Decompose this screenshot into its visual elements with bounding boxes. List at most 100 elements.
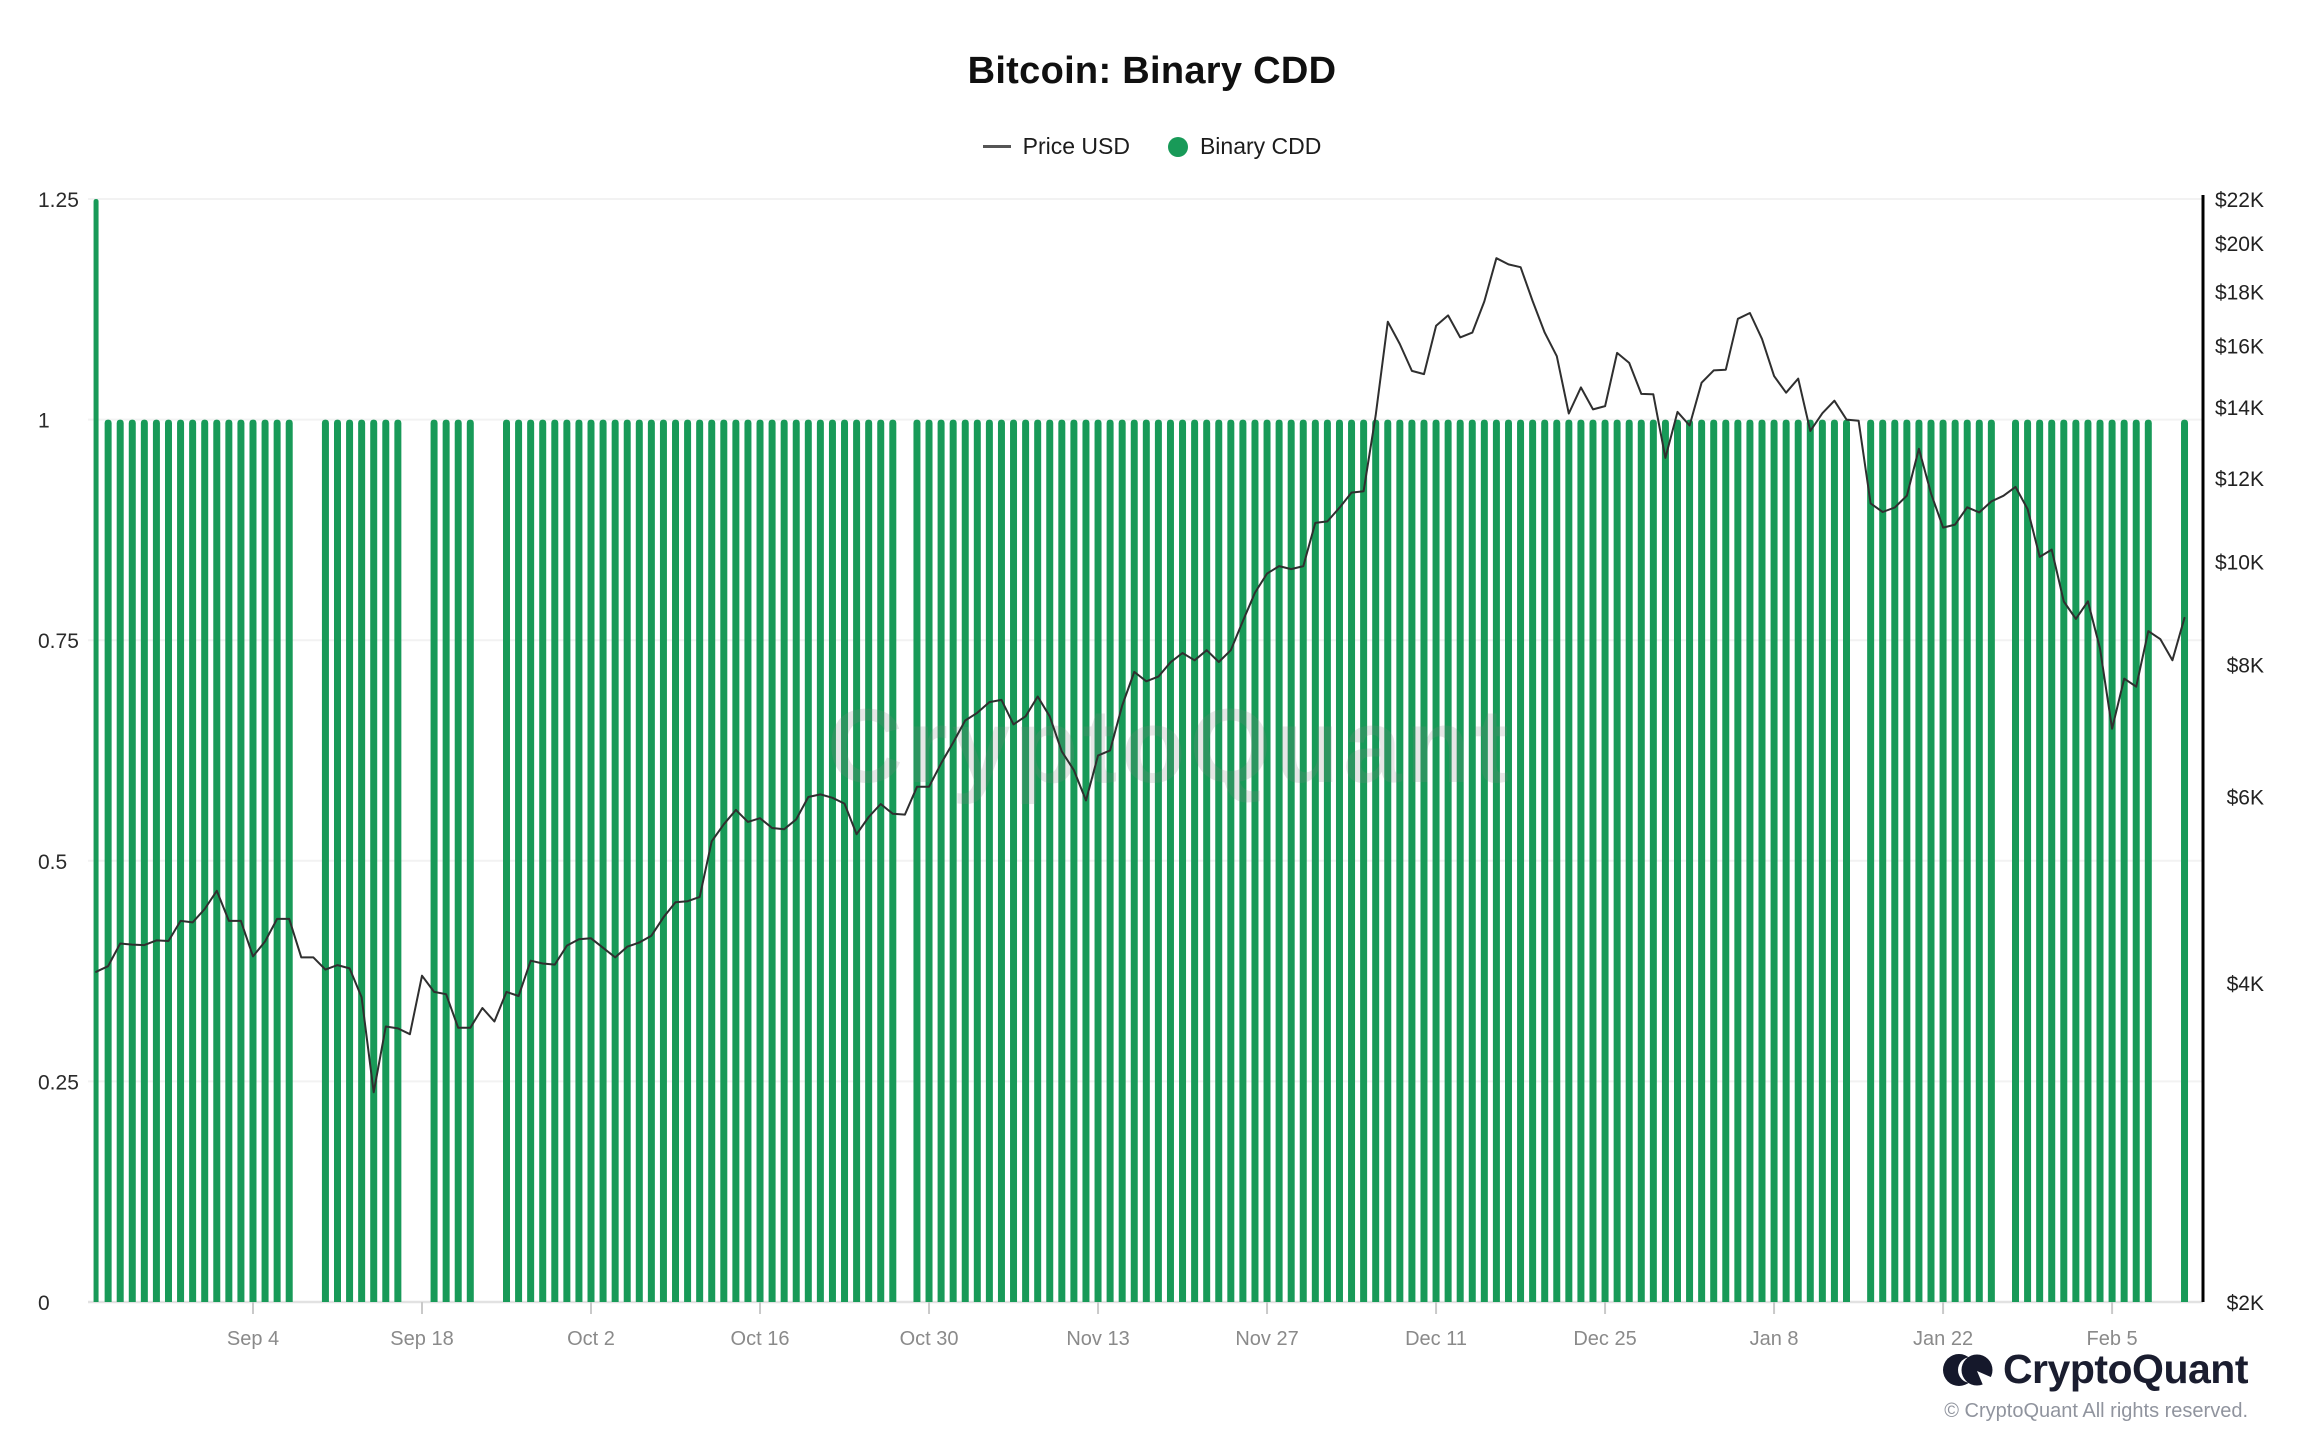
cdd-bar[interactable]	[2060, 419, 2068, 1303]
cdd-bar[interactable]	[1746, 419, 1754, 1303]
cdd-bar[interactable]	[599, 419, 607, 1303]
cdd-bar[interactable]	[1058, 419, 1066, 1303]
cdd-bar[interactable]	[1903, 419, 1911, 1303]
cdd-bar[interactable]	[1396, 419, 1404, 1303]
cdd-bar[interactable]	[1166, 419, 1174, 1303]
cdd-bar[interactable]	[1818, 419, 1826, 1303]
cdd-bar[interactable]	[1191, 419, 1199, 1303]
cdd-bar[interactable]	[1094, 419, 1102, 1303]
cdd-bar[interactable]	[1203, 419, 1211, 1303]
cdd-bar[interactable]	[865, 419, 873, 1303]
cdd-bar[interactable]	[841, 419, 849, 1303]
cdd-bar[interactable]	[1951, 419, 1959, 1303]
cdd-bar[interactable]	[732, 419, 740, 1303]
cdd-bar[interactable]	[828, 419, 836, 1303]
cdd-bar[interactable]	[152, 419, 160, 1303]
cdd-bar[interactable]	[1939, 419, 1947, 1303]
cdd-bar[interactable]	[1022, 419, 1030, 1303]
cdd-bar[interactable]	[2132, 419, 2140, 1303]
cdd-bar[interactable]	[273, 419, 281, 1303]
cdd-bar[interactable]	[140, 419, 148, 1303]
cdd-bar[interactable]	[1673, 419, 1681, 1303]
cdd-bar[interactable]	[2108, 419, 2116, 1303]
cdd-bar[interactable]	[237, 419, 245, 1303]
legend-item-cdd[interactable]: Binary CDD	[1167, 133, 1321, 160]
cdd-bar[interactable]	[358, 419, 366, 1303]
cdd-bar[interactable]	[1082, 419, 1090, 1303]
cdd-bar[interactable]	[1010, 419, 1018, 1303]
cdd-bar[interactable]	[128, 419, 136, 1303]
cdd-bar[interactable]	[2144, 419, 2152, 1303]
cdd-bar[interactable]	[708, 419, 716, 1303]
cdd-bar[interactable]	[1891, 419, 1899, 1303]
cdd-bar[interactable]	[1782, 419, 1790, 1303]
cdd-bar[interactable]	[1323, 419, 1331, 1303]
cdd-bar[interactable]	[382, 419, 390, 1303]
cdd-bar[interactable]	[1263, 419, 1271, 1303]
cdd-bar[interactable]	[1227, 419, 1235, 1303]
cdd-bar[interactable]	[1384, 419, 1392, 1303]
cdd-bar[interactable]	[1335, 419, 1343, 1303]
cdd-bar[interactable]	[1372, 419, 1380, 1303]
cdd-bar[interactable]	[1553, 419, 1561, 1303]
cdd-bar[interactable]	[1444, 419, 1452, 1303]
cdd-bar[interactable]	[1613, 419, 1621, 1303]
cdd-bar[interactable]	[1589, 419, 1597, 1303]
cdd-bar[interactable]	[515, 419, 523, 1303]
cdd-bar[interactable]	[2036, 419, 2044, 1303]
cdd-bar[interactable]	[442, 419, 450, 1303]
cdd-bar[interactable]	[527, 419, 535, 1303]
cdd-bar[interactable]	[285, 419, 293, 1303]
cdd-bar[interactable]	[2024, 419, 2032, 1303]
cdd-bar[interactable]	[2048, 419, 2056, 1303]
cdd-bar[interactable]	[1118, 419, 1126, 1303]
cdd-bar[interactable]	[1686, 419, 1694, 1303]
cdd-bar[interactable]	[1034, 419, 1042, 1303]
cdd-bar[interactable]	[1480, 419, 1488, 1303]
cdd-bar[interactable]	[780, 419, 788, 1303]
cdd-bar[interactable]	[1915, 419, 1923, 1303]
cdd-bar[interactable]	[539, 419, 547, 1303]
cdd-bar[interactable]	[346, 419, 354, 1303]
cdd-bar[interactable]	[201, 419, 209, 1303]
cdd-bar[interactable]	[1963, 419, 1971, 1303]
cdd-bar[interactable]	[1722, 419, 1730, 1303]
cdd-bar[interactable]	[973, 419, 981, 1303]
cdd-bar[interactable]	[1529, 419, 1537, 1303]
cdd-bar[interactable]	[1710, 419, 1718, 1303]
cdd-bar[interactable]	[466, 419, 474, 1303]
cdd-bar[interactable]	[1046, 419, 1054, 1303]
cdd-bar[interactable]	[937, 419, 945, 1303]
cdd-bar[interactable]	[2120, 419, 2128, 1303]
cdd-bar[interactable]	[961, 419, 969, 1303]
cdd-bar[interactable]	[1698, 419, 1706, 1303]
cdd-bar[interactable]	[1770, 419, 1778, 1303]
cdd-bar[interactable]	[1565, 419, 1573, 1303]
cdd-bar[interactable]	[1456, 419, 1464, 1303]
cdd-bar[interactable]	[2181, 419, 2189, 1303]
cdd-bar[interactable]	[792, 419, 800, 1303]
price-line[interactable]	[95, 257, 2186, 1094]
cdd-bar[interactable]	[647, 419, 655, 1303]
cdd-bar[interactable]	[913, 419, 921, 1303]
cdd-bar[interactable]	[925, 419, 933, 1303]
cdd-bar[interactable]	[261, 419, 269, 1303]
cdd-bar[interactable]	[1106, 419, 1114, 1303]
cdd-bar[interactable]	[1879, 419, 1887, 1303]
cdd-bar[interactable]	[1251, 419, 1259, 1303]
cdd-bar[interactable]	[164, 419, 172, 1303]
cdd-bar[interactable]	[2072, 419, 2080, 1303]
cdd-bar[interactable]	[189, 419, 197, 1303]
cdd-bar[interactable]	[1432, 419, 1440, 1303]
cdd-bar[interactable]	[684, 419, 692, 1303]
cdd-bar[interactable]	[1215, 419, 1223, 1303]
cdd-bar[interactable]	[104, 419, 112, 1303]
cdd-bar[interactable]	[1299, 419, 1307, 1303]
cdd-bar[interactable]	[623, 419, 631, 1303]
cdd-bar[interactable]	[1311, 419, 1319, 1303]
cdd-bar[interactable]	[949, 419, 957, 1303]
cdd-bar[interactable]	[1794, 419, 1802, 1303]
cdd-bar[interactable]	[985, 419, 993, 1303]
cdd-bar[interactable]	[1758, 419, 1766, 1303]
cdd-bar[interactable]	[394, 419, 402, 1303]
